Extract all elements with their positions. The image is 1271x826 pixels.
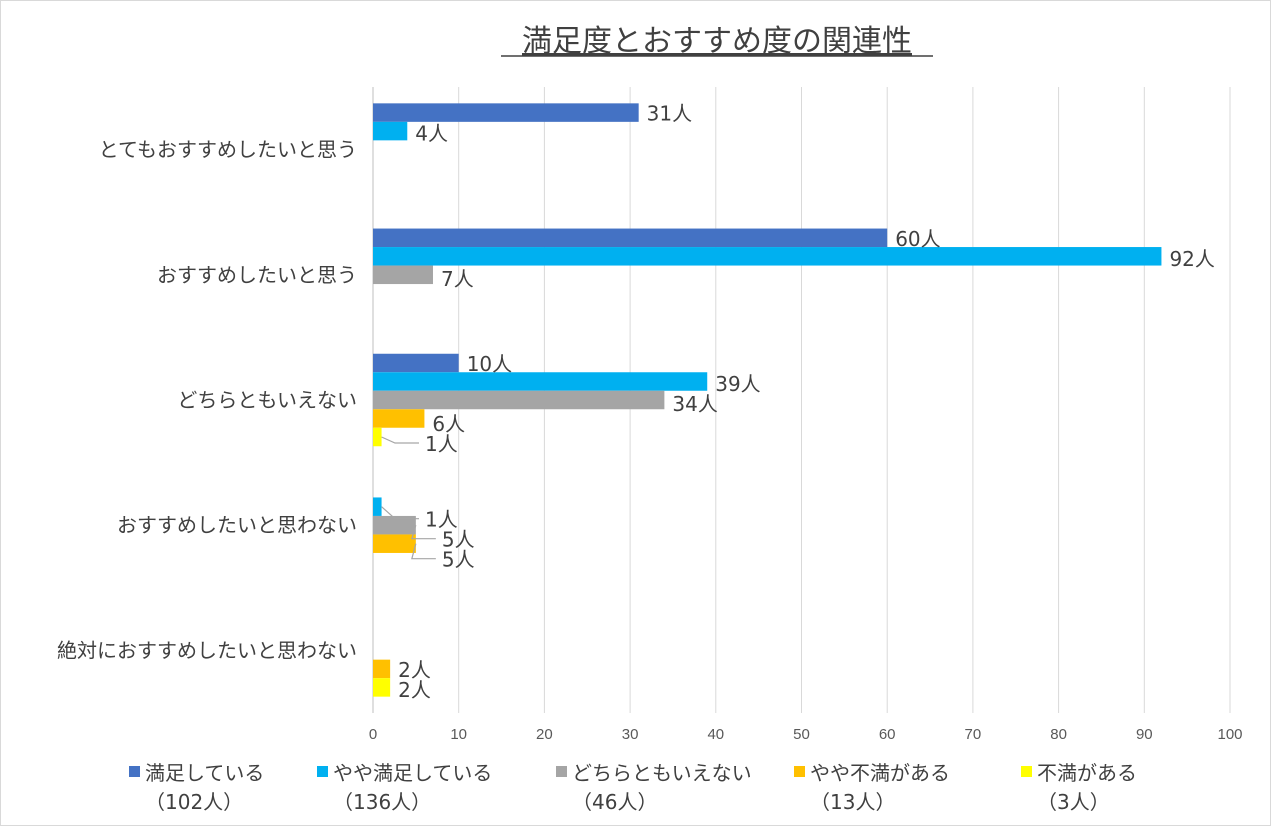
x-tick-labels: 0 10 20 30 40 50 60 70 80 90 100 xyxy=(369,726,1243,743)
bar xyxy=(373,121,408,141)
x-tick-label: 70 xyxy=(965,726,982,743)
legend-swatch xyxy=(556,766,567,777)
bar xyxy=(373,409,425,428)
legend-label: どちらともいえない xyxy=(572,761,752,785)
data-label: 10人 xyxy=(467,352,512,376)
legend-swatch xyxy=(317,766,328,777)
data-label: 92人 xyxy=(1169,247,1214,271)
x-tick-label: 20 xyxy=(536,726,553,743)
category-label: おすすめしたいと思わない xyxy=(117,513,357,537)
data-label: 7人 xyxy=(441,267,474,291)
legend-label: 不満がある xyxy=(1037,761,1137,785)
legend-swatch xyxy=(794,766,805,777)
leader-line xyxy=(411,525,436,540)
bar xyxy=(373,515,416,535)
x-tick-label: 10 xyxy=(450,726,467,743)
legend-count: （102人） xyxy=(145,790,243,814)
category-label: 絶対におすすめしたいと思わない xyxy=(57,638,357,662)
legend-label: やや満足している xyxy=(333,761,492,785)
legend-count: （13人） xyxy=(810,790,895,814)
bar xyxy=(373,390,665,410)
legend-count: （46人） xyxy=(572,790,657,814)
category-label: どちらともいえない xyxy=(177,388,357,412)
bar xyxy=(373,103,639,122)
bar xyxy=(373,427,382,447)
data-label: 34人 xyxy=(672,392,717,416)
bar xyxy=(373,372,708,391)
bar xyxy=(373,247,1162,266)
leader-line xyxy=(411,543,436,560)
bar xyxy=(373,228,888,248)
x-tick-label: 30 xyxy=(622,726,639,743)
chart-title: 満足度とおすすめ度の関連性 xyxy=(522,24,912,59)
legend-swatch xyxy=(1021,766,1032,777)
legend-label: 満足している xyxy=(145,761,264,785)
legend-count: （136人） xyxy=(333,790,431,814)
data-label: 39人 xyxy=(715,372,760,396)
data-label: 5人 xyxy=(442,548,475,572)
x-tick-label: 60 xyxy=(879,726,896,743)
bar-layer xyxy=(373,103,1162,697)
category-labels: とてもおすすめしたいと思うおすすめしたいと思うどちらともいえないおすすめしたいと… xyxy=(57,138,357,663)
leader-line xyxy=(381,436,419,444)
data-label: 31人 xyxy=(647,102,692,126)
legend: 満足している （102人） やや満足している （136人） どちらともいえない （46人）… xyxy=(129,761,1137,814)
category-label: とてもおすすめしたいと思う xyxy=(99,138,357,162)
grid-layer xyxy=(372,87,1231,713)
legend-count: （3人） xyxy=(1037,790,1110,814)
x-tick-label: 0 xyxy=(369,726,377,743)
data-label: 2人 xyxy=(398,658,431,682)
data-label: 6人 xyxy=(432,412,465,436)
x-tick-label: 90 xyxy=(1136,726,1153,743)
data-label: 4人 xyxy=(415,122,448,146)
bar xyxy=(373,265,433,285)
bar xyxy=(373,534,416,553)
x-tick-label: 100 xyxy=(1217,726,1242,743)
legend-swatch xyxy=(129,766,140,777)
x-tick-label: 50 xyxy=(793,726,810,743)
category-label: おすすめしたいと思う xyxy=(157,263,357,287)
leader-line xyxy=(381,506,419,520)
bar xyxy=(373,497,382,516)
bar xyxy=(373,659,391,679)
x-tick-label: 40 xyxy=(707,726,724,743)
data-label: 2人 xyxy=(398,678,431,702)
x-tick-label: 80 xyxy=(1050,726,1067,743)
bar xyxy=(373,678,391,697)
data-label: 5人 xyxy=(442,528,475,552)
bar xyxy=(373,353,459,373)
data-label: 1人 xyxy=(425,508,458,532)
legend-label: やや不満がある xyxy=(810,761,950,785)
data-label: 60人 xyxy=(895,227,940,251)
data-label: 1人 xyxy=(425,432,458,456)
